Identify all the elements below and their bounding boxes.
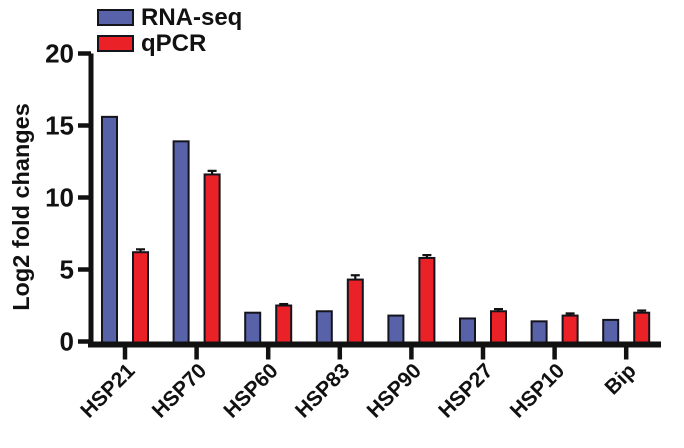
y-tick-label-15: 15	[45, 111, 74, 141]
bar-HSP70-qPCR	[203, 173, 221, 347]
bar-HSP21-RNA-seq	[101, 115, 118, 347]
chart-legend: RNA-seq qPCR	[97, 5, 242, 56]
bar-HSP90-RNA-seq	[387, 314, 405, 347]
x-category-label-HSP70: HSP70	[148, 359, 211, 422]
bar-HSP60-qPCR	[275, 304, 293, 347]
x-category-label-Bip: Bip	[601, 359, 641, 399]
bar-HSP21-qPCR	[132, 251, 149, 347]
x-category-label-HSP60: HSP60	[219, 359, 282, 422]
rna-seq-swatch-icon	[97, 9, 134, 26]
x-category-label-HSP83: HSP83	[291, 359, 354, 422]
x-category-label-HSP27: HSP27	[434, 359, 497, 422]
legend-item-qpcr: qPCR	[97, 31, 242, 56]
y-tick-label-0: 0	[60, 327, 74, 357]
y-tick-label-5: 5	[60, 255, 74, 285]
y-tick-label-10: 10	[45, 183, 74, 213]
legend-label-rna-seq: RNA-seq	[141, 4, 243, 31]
y-tick-label-20: 20	[45, 39, 74, 69]
legend-label-qpcr: qPCR	[141, 30, 207, 57]
bar-HSP27-RNA-seq	[459, 317, 476, 347]
bar-HSP70-RNA-seq	[172, 140, 190, 347]
x-category-label-HSP10: HSP10	[506, 359, 569, 422]
y-axis-title: Log2 fold changes	[8, 103, 34, 311]
x-category-label-HSP21: HSP21	[76, 359, 140, 423]
x-category-label-HSP90: HSP90	[363, 359, 426, 422]
bar-HSP27-qPCR	[490, 310, 507, 347]
bar-Bip-qPCR	[633, 311, 651, 347]
bar-HSP83-qPCR	[346, 278, 364, 347]
bar-HSP83-RNA-seq	[315, 310, 333, 347]
legend-item-rna-seq: RNA-seq	[97, 5, 242, 30]
bar-HSP10-qPCR	[561, 314, 579, 347]
bar-HSP60-RNA-seq	[244, 311, 262, 347]
qpcr-swatch-icon	[97, 35, 134, 52]
bar-HSP90-qPCR	[418, 256, 436, 347]
